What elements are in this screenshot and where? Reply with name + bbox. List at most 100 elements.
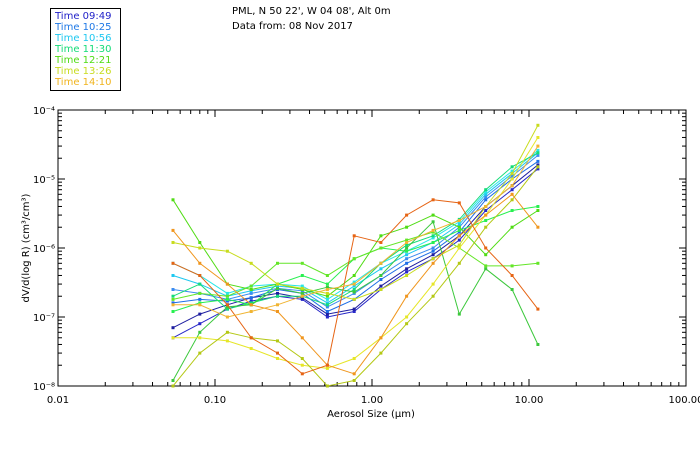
data-point xyxy=(276,357,279,360)
data-point xyxy=(405,267,409,271)
data-point xyxy=(198,351,202,355)
data-point xyxy=(249,291,253,295)
data-point xyxy=(225,339,229,343)
data-point xyxy=(171,241,175,244)
data-point xyxy=(379,336,383,340)
data-point xyxy=(431,282,435,286)
data-point xyxy=(225,297,229,301)
data-point xyxy=(379,351,383,355)
data-point xyxy=(198,274,202,277)
data-point xyxy=(457,261,461,265)
y-axis-label: dV/d(log R) (cm³/cm³) xyxy=(21,193,32,302)
legend-item: Time 10:25 xyxy=(55,22,112,33)
data-point xyxy=(379,241,383,244)
data-point xyxy=(171,303,175,307)
data-point xyxy=(536,205,540,208)
y-tick-label: 10⁻⁸ xyxy=(33,382,55,393)
data-point xyxy=(431,257,435,261)
y-tick-label: 10⁻⁵ xyxy=(33,175,55,186)
data-point xyxy=(457,201,461,205)
data-point xyxy=(510,174,514,178)
data-point xyxy=(536,123,540,127)
data-point xyxy=(352,284,356,288)
data-point xyxy=(457,243,461,247)
data-point xyxy=(300,336,304,340)
data-point xyxy=(379,267,383,271)
data-point xyxy=(249,261,253,265)
data-point xyxy=(510,225,514,229)
data-point xyxy=(325,291,329,295)
data-point xyxy=(276,294,279,298)
data-point xyxy=(300,296,304,300)
data-point xyxy=(536,167,540,171)
data-point xyxy=(198,330,202,334)
data-point xyxy=(510,198,514,202)
data-point xyxy=(536,144,540,148)
data-point xyxy=(325,294,329,298)
data-point xyxy=(198,336,202,340)
data-point xyxy=(379,288,383,291)
data-point xyxy=(352,297,356,301)
data-point xyxy=(536,148,540,152)
data-point xyxy=(300,357,304,360)
data-point xyxy=(325,312,329,316)
data-point xyxy=(352,357,356,360)
legend-item: Time 14:10 xyxy=(55,77,112,88)
data-point xyxy=(300,372,304,376)
data-point xyxy=(225,282,229,286)
data-point xyxy=(198,291,202,295)
data-point xyxy=(325,285,329,289)
data-point xyxy=(225,249,229,253)
y-tick-label: 10⁻⁷ xyxy=(33,313,55,324)
data-point xyxy=(325,303,329,307)
legend-item: Time 13:26 xyxy=(55,66,112,77)
data-point xyxy=(352,274,356,277)
data-point xyxy=(225,299,229,303)
data-point xyxy=(352,310,356,313)
data-point xyxy=(431,234,435,238)
data-point xyxy=(484,264,488,268)
data-point xyxy=(431,246,435,250)
data-point xyxy=(405,274,409,277)
data-point xyxy=(457,234,461,238)
data-point xyxy=(405,238,409,242)
data-point xyxy=(171,294,175,298)
data-point xyxy=(510,274,514,277)
data-point xyxy=(510,184,514,188)
data-point xyxy=(536,261,540,265)
data-point xyxy=(225,303,229,307)
data-point xyxy=(300,274,304,277)
data-point xyxy=(379,234,383,238)
data-point xyxy=(352,379,356,382)
x-axis-label: Aerosol Size (μm) xyxy=(327,409,415,420)
data-point xyxy=(171,228,175,232)
data-point xyxy=(249,347,253,350)
data-point xyxy=(457,246,461,250)
data-point xyxy=(536,153,540,157)
data-point xyxy=(171,384,175,388)
legend-item: Time 10:56 xyxy=(55,33,112,44)
data-point xyxy=(171,310,175,313)
data-point xyxy=(431,241,435,244)
data-point xyxy=(510,172,514,175)
data-point xyxy=(510,288,514,291)
data-point xyxy=(249,299,253,303)
legend-item: Time 11:30 xyxy=(55,44,112,55)
data-point xyxy=(171,336,175,340)
data-point xyxy=(352,288,356,291)
data-point xyxy=(352,372,356,376)
data-point xyxy=(249,284,253,288)
data-point xyxy=(405,261,409,265)
x-tick-label: 100.00 xyxy=(669,395,700,406)
data-point xyxy=(276,339,279,343)
data-point xyxy=(405,241,409,244)
data-point xyxy=(325,301,329,305)
data-point xyxy=(431,253,435,257)
data-point xyxy=(510,209,514,212)
data-point xyxy=(484,192,488,196)
series-line xyxy=(172,164,539,329)
data-point xyxy=(171,288,175,291)
data-point xyxy=(352,290,356,294)
data-point xyxy=(198,241,202,244)
data-point xyxy=(405,246,409,250)
